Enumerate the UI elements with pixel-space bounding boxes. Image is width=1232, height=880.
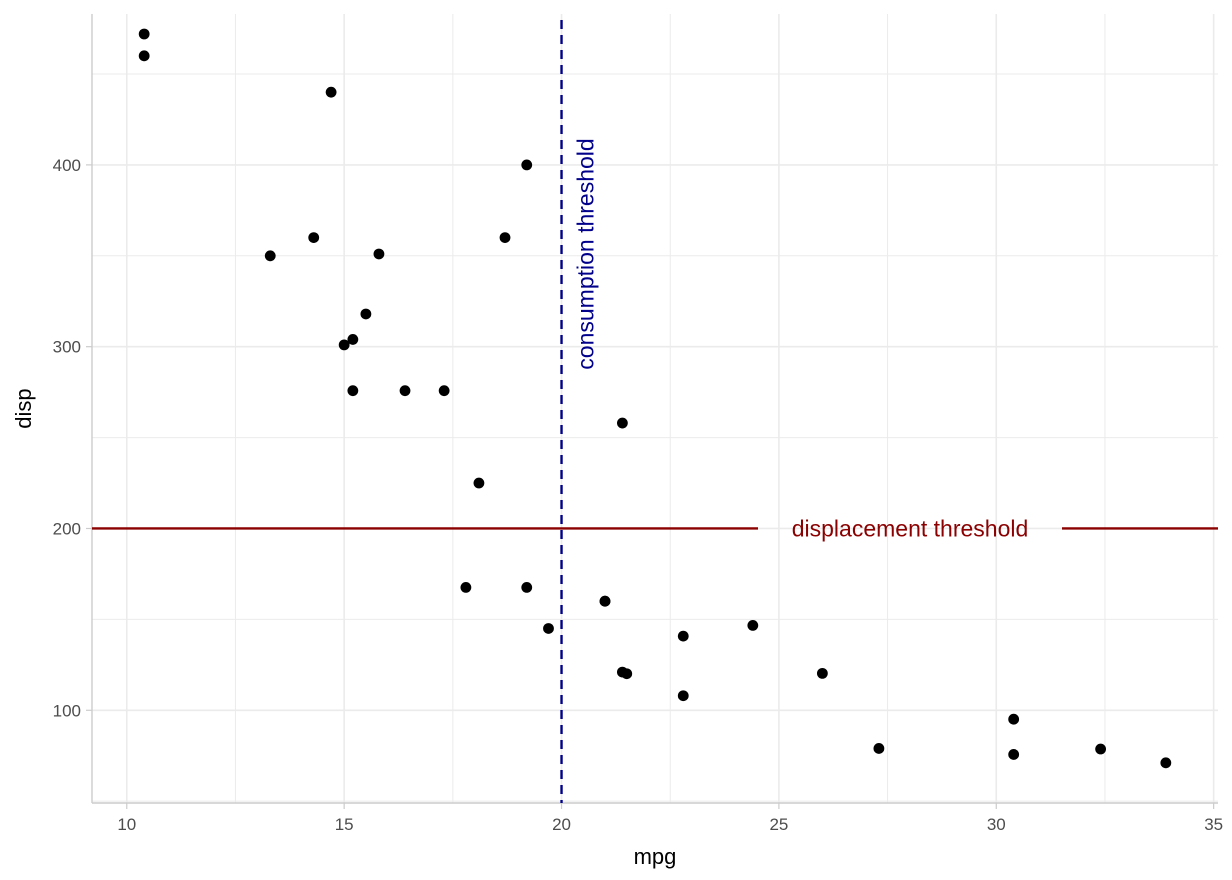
- y-axis-title: disp: [11, 388, 36, 428]
- data-point: [347, 385, 359, 397]
- data-point: [325, 86, 337, 98]
- data-point: [347, 334, 359, 345]
- data-point: [399, 385, 411, 397]
- data-point: [616, 417, 628, 429]
- data-point: [138, 28, 150, 40]
- y-tick-label: 200: [53, 519, 81, 538]
- data-point: [373, 248, 385, 260]
- data-point: [438, 385, 450, 397]
- axis-lines: [91, 14, 1218, 804]
- data-point: [521, 159, 533, 171]
- data-point: [1160, 757, 1172, 769]
- data-point: [521, 581, 533, 593]
- data-point: [616, 666, 628, 678]
- y-tick-label: 400: [53, 156, 81, 175]
- data-point: [747, 619, 759, 631]
- x-tick-label: 20: [552, 815, 571, 834]
- vertical-reference-layer: consumption threshold: [560, 20, 599, 803]
- major-gridlines: [92, 14, 1218, 803]
- data-point: [1095, 743, 1107, 755]
- data-point: [677, 690, 689, 702]
- data-point: [677, 630, 689, 642]
- data-point: [1008, 749, 1020, 760]
- x-tick-label: 35: [1204, 815, 1223, 834]
- data-points: [138, 28, 1172, 769]
- x-tick-label: 10: [117, 815, 136, 834]
- x-tick-label: 30: [987, 815, 1006, 834]
- consumption-threshold-label: consumption threshold: [573, 138, 599, 369]
- data-point: [499, 232, 511, 244]
- data-point: [873, 743, 885, 754]
- data-point: [360, 308, 372, 320]
- data-point: [599, 595, 611, 607]
- x-axis-title: mpg: [634, 844, 677, 869]
- horizontal-reference-layer: displacement threshold: [92, 515, 1218, 541]
- data-point: [473, 477, 485, 489]
- minor-gridlines: [92, 14, 1218, 803]
- x-axis-ticks: 10 15 20 25 30 35: [117, 803, 1223, 834]
- y-tick-label: 100: [53, 701, 81, 720]
- data-point: [460, 581, 472, 593]
- y-axis-ticks: 100 200 300 400: [53, 156, 92, 720]
- data-point: [543, 623, 554, 634]
- data-point: [338, 339, 350, 351]
- x-tick-label: 15: [335, 815, 354, 834]
- data-point: [264, 250, 276, 262]
- data-point: [816, 667, 828, 679]
- y-tick-label: 300: [53, 338, 81, 357]
- displacement-threshold-label: displacement threshold: [792, 515, 1029, 541]
- data-point: [1008, 713, 1020, 725]
- x-tick-label: 25: [769, 815, 788, 834]
- data-point: [308, 232, 320, 244]
- data-point: [138, 50, 150, 62]
